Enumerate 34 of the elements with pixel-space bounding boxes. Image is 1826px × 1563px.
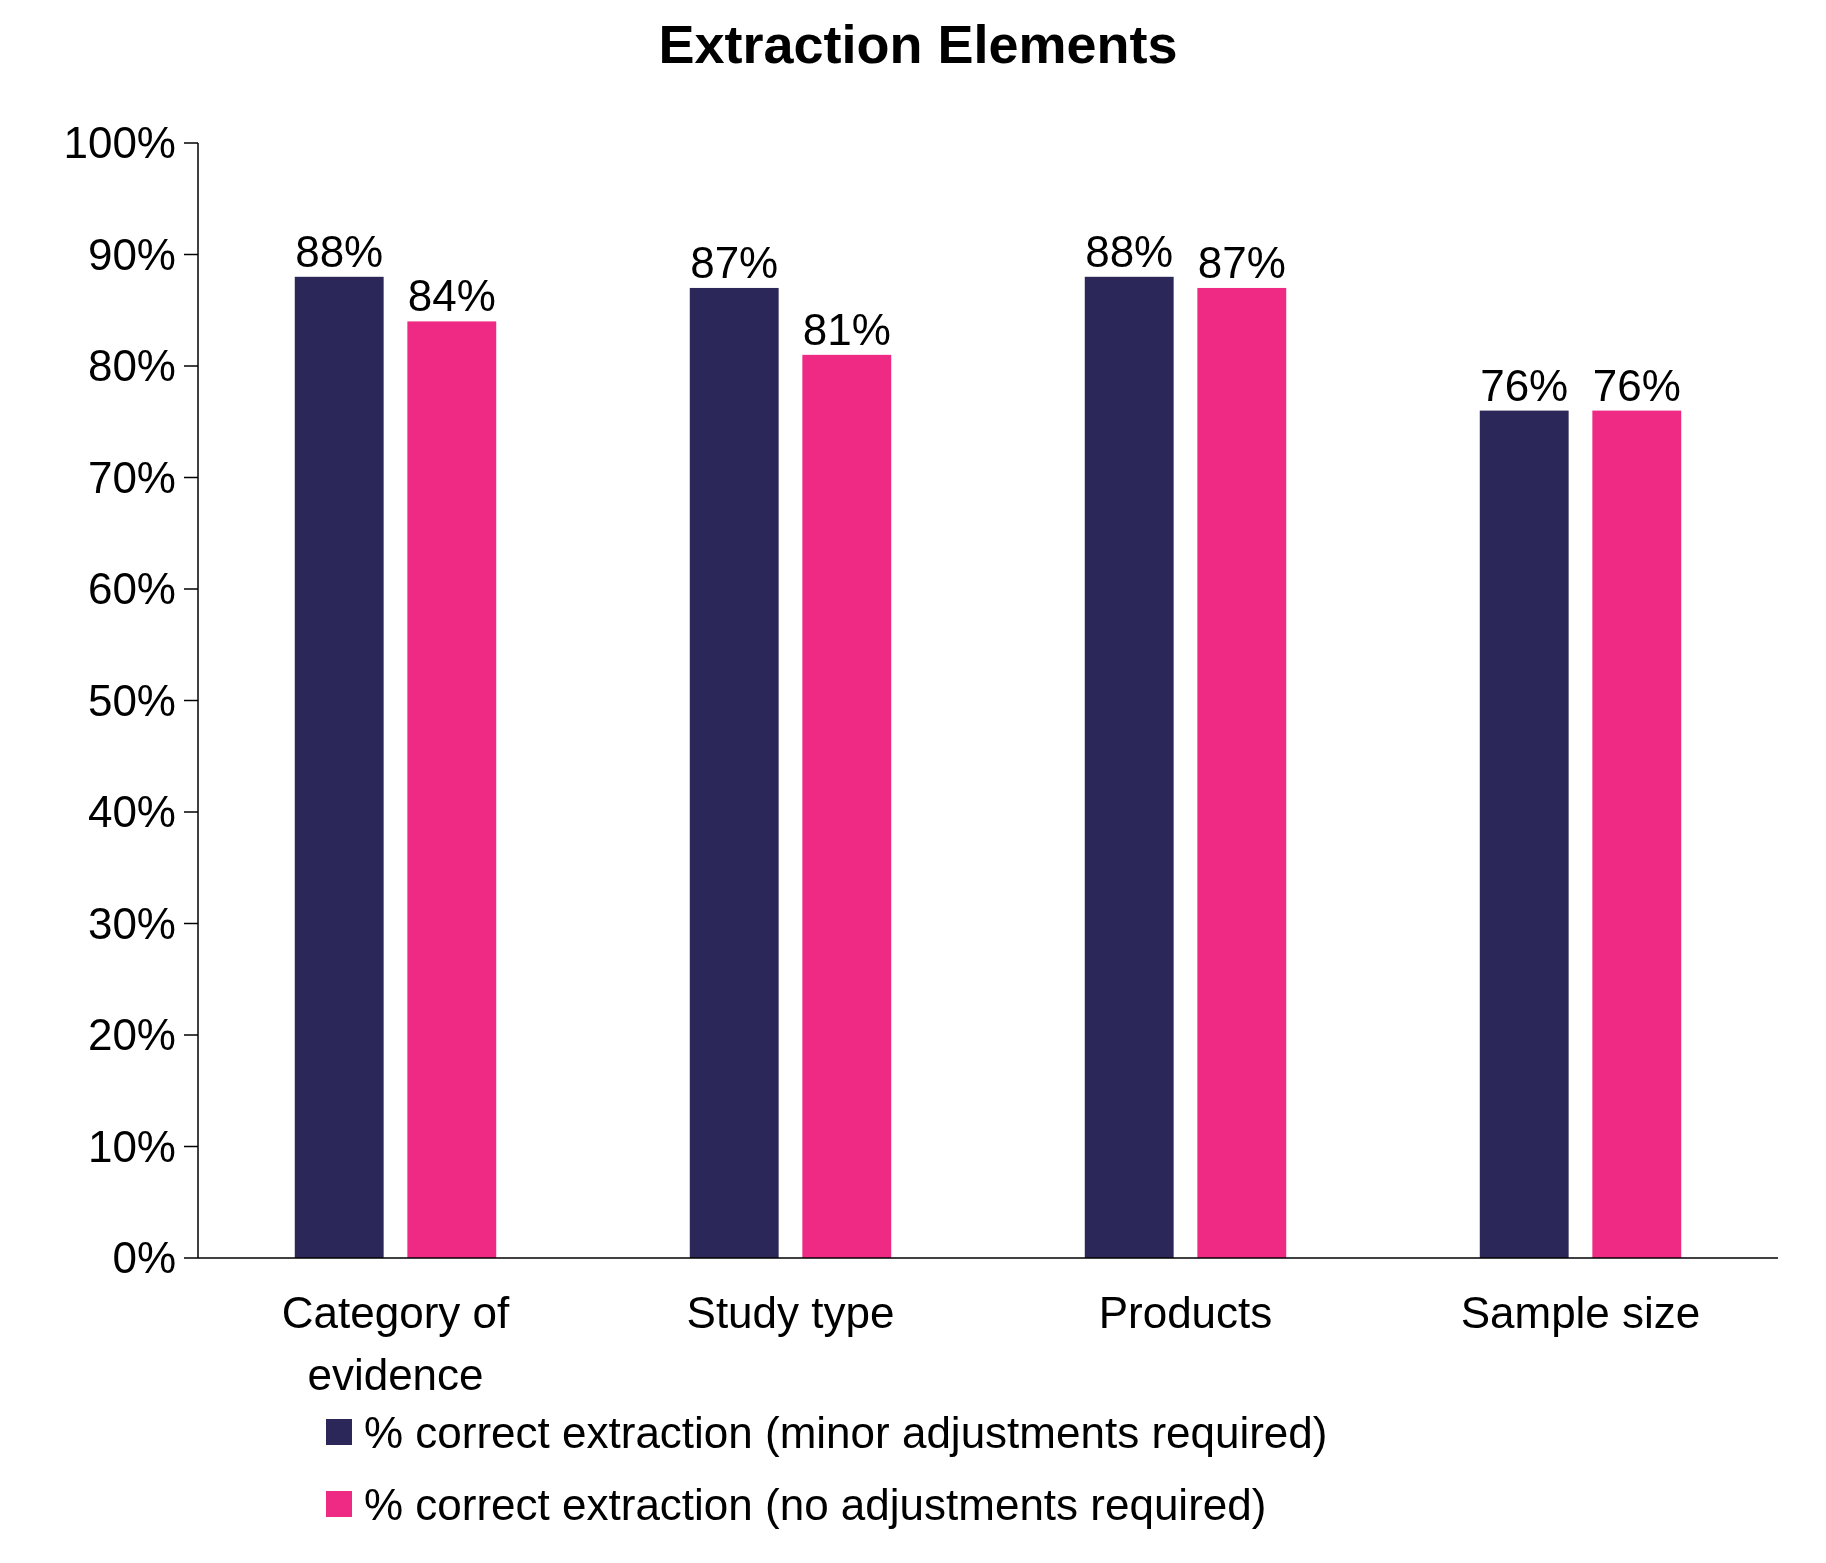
data-label: 84% bbox=[407, 271, 496, 321]
bar bbox=[1197, 287, 1287, 1258]
y-tick-label: 40% bbox=[87, 787, 176, 837]
data-label: 88% bbox=[295, 226, 384, 276]
y-tick-label: 80% bbox=[87, 341, 176, 391]
y-tick-label: 90% bbox=[87, 229, 176, 279]
bar bbox=[294, 276, 384, 1258]
bar bbox=[802, 354, 892, 1258]
y-tick-label: 10% bbox=[87, 1121, 176, 1171]
x-tick-label: Category of evidence bbox=[281, 1288, 510, 1399]
chart-title: Extraction Elements bbox=[658, 14, 1178, 74]
data-label: 76% bbox=[1592, 360, 1681, 410]
data-label: 76% bbox=[1480, 360, 1569, 410]
bar bbox=[1592, 410, 1682, 1258]
y-tick-label: 20% bbox=[87, 1010, 176, 1060]
y-tick-label: 60% bbox=[87, 564, 176, 614]
data-label: 88% bbox=[1085, 226, 1174, 276]
x-tick-label: Sample size bbox=[1460, 1288, 1701, 1337]
x-tick-label: Study type bbox=[686, 1288, 895, 1337]
y-tick-label: 50% bbox=[87, 675, 176, 725]
y-tick-label: 0% bbox=[112, 1233, 176, 1283]
y-tick-label: 100% bbox=[63, 118, 176, 168]
data-label: 81% bbox=[802, 304, 891, 354]
bar bbox=[689, 287, 779, 1258]
y-tick-label: 70% bbox=[87, 452, 176, 502]
legend-label: % correct extraction (minor adjustments required) bbox=[364, 1408, 1328, 1458]
legend-label: % correct extraction (no adjustments required) bbox=[364, 1480, 1267, 1530]
data-label: 87% bbox=[1197, 237, 1286, 287]
bar bbox=[407, 321, 497, 1258]
x-tick-label: Products bbox=[1098, 1288, 1273, 1337]
y-tick-label: 30% bbox=[87, 898, 176, 948]
bar bbox=[1084, 276, 1174, 1258]
data-label: 87% bbox=[690, 237, 779, 287]
bar bbox=[1479, 410, 1569, 1258]
